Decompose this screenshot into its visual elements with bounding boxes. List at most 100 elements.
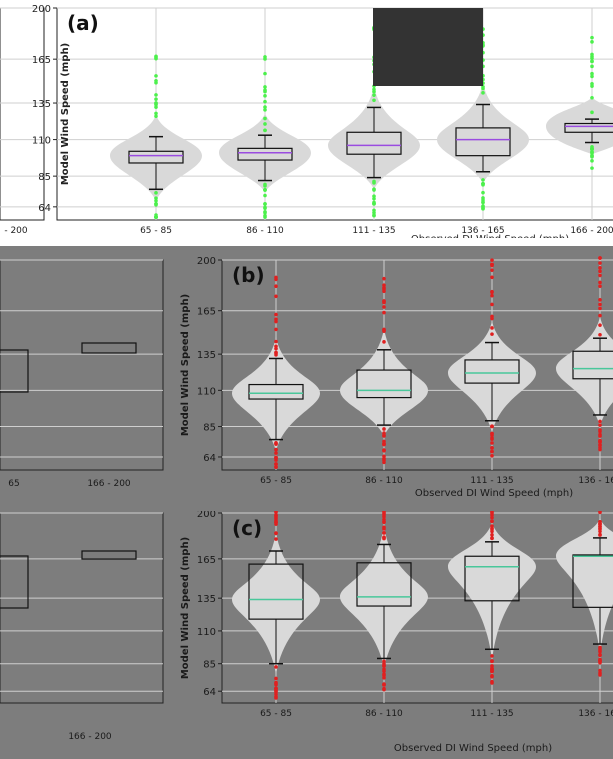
- panel-a: 64 85 110 135 165 200 Model Wind Speed (mph) Ob…: [0, 0, 613, 238]
- xtick-label-1: 65 - 85: [260, 709, 292, 719]
- outlier-point: [154, 215, 158, 219]
- outlier-point: [274, 516, 278, 521]
- ytick-label: 85: [203, 660, 216, 671]
- outlier-point: [263, 71, 267, 76]
- outlier-point: [274, 462, 278, 466]
- y-axis-label: Model Wind Speed (mph): [180, 537, 191, 679]
- ytick-label: 200: [32, 4, 51, 15]
- outlier-point: [382, 514, 386, 519]
- left-box: [0, 349, 29, 393]
- outlier-point: [590, 40, 594, 44]
- outlier-point: [372, 202, 376, 206]
- outlier-point: [490, 659, 494, 663]
- outlier-point: [382, 427, 386, 431]
- ytick-label: 110: [197, 627, 216, 638]
- outlier-point: [598, 524, 602, 529]
- outlier-point: [490, 431, 494, 436]
- xtick-label-4: 136 - 165: [578, 709, 613, 719]
- outlier-point: [490, 268, 494, 272]
- outlier-point: [274, 327, 278, 332]
- xtick-label-2: 86 - 110: [246, 226, 284, 236]
- box-1: [128, 150, 184, 164]
- outlier-point: [274, 284, 278, 288]
- outlier-point: [590, 71, 594, 76]
- outlier-point: [263, 108, 267, 112]
- outlier-point: [274, 312, 278, 317]
- box-1: [248, 563, 304, 620]
- outlier-point: [382, 448, 386, 453]
- outlier-point: [274, 317, 278, 321]
- outlier-point: [598, 447, 602, 452]
- y-axis-label: Model Wind Speed (mph): [180, 294, 191, 436]
- outlier-point: [274, 344, 278, 349]
- outlier-point: [598, 648, 602, 653]
- left-xtick-label: - 200: [4, 226, 28, 236]
- outlier-point: [490, 446, 494, 450]
- outlier-point: [590, 95, 594, 100]
- outlier-point: [274, 511, 278, 515]
- outlier-point: [598, 273, 602, 278]
- outlier-point: [263, 184, 267, 188]
- outlier-point: [372, 194, 376, 198]
- violin-3: [448, 320, 536, 433]
- outlier-point: [481, 200, 485, 204]
- outlier-point: [274, 451, 278, 455]
- outlier-point: [154, 202, 158, 206]
- outlier-point: [490, 326, 494, 330]
- outlier-point: [590, 166, 594, 170]
- outlier-point: [382, 441, 386, 446]
- outlier-point: [382, 525, 386, 530]
- outlier-point: [590, 35, 594, 40]
- ytick-label: 165: [197, 307, 216, 318]
- outlier-point: [598, 434, 602, 438]
- outlier-point: [274, 351, 278, 355]
- outlier-point: [598, 673, 602, 677]
- outlier-point: [481, 190, 485, 195]
- outlier-point: [154, 93, 158, 97]
- outlier-point: [490, 654, 494, 658]
- outlier-point: [382, 519, 386, 524]
- ytick-label: 64: [38, 203, 51, 214]
- outlier-point: [481, 206, 485, 211]
- outlier-point: [490, 302, 494, 307]
- outlier-point: [263, 122, 267, 126]
- outlier-point: [263, 116, 267, 121]
- xtick-label-3: 111 - 135: [470, 476, 513, 486]
- outlier-point: [590, 52, 594, 57]
- chart-c: 64 85 110 135 165 200 Model Wind Speed (mph) Ob…: [0, 511, 613, 754]
- xtick-label-2: 86 - 110: [365, 476, 403, 486]
- outlier-point: [598, 429, 602, 434]
- outlier-point: [598, 532, 602, 537]
- box-4: [572, 350, 613, 380]
- outlier-point: [382, 276, 386, 281]
- outlier-point: [382, 535, 386, 540]
- outlier-point: [481, 91, 485, 95]
- outlier-point: [263, 215, 267, 219]
- outlier-point: [490, 424, 494, 429]
- box-3: [464, 359, 520, 384]
- outlier-point: [598, 659, 602, 664]
- ytick-label: 85: [203, 423, 216, 434]
- ytick-label: 64: [203, 453, 216, 464]
- outlier-point: [490, 664, 494, 668]
- outlier-point: [590, 147, 594, 152]
- outlier-point: [598, 511, 602, 515]
- outlier-point: [382, 673, 386, 678]
- outlier-point: [490, 527, 494, 532]
- outlier-point: [598, 333, 602, 337]
- left-box: [0, 555, 29, 609]
- y-axis-label: Model Wind Speed (mph): [60, 43, 71, 185]
- panel-label: (a): [67, 11, 99, 35]
- panel-label: (c): [232, 516, 262, 540]
- outlier-point: [382, 458, 386, 462]
- outlier-point: [382, 511, 386, 514]
- box-3: [346, 131, 402, 155]
- ytick-label: 110: [32, 136, 51, 147]
- plot-area: [56, 7, 613, 221]
- box-1: [248, 383, 304, 400]
- panel-label: (b): [232, 263, 265, 287]
- outlier-point: [154, 105, 158, 109]
- violin-2: [340, 328, 428, 437]
- outlier-point: [372, 188, 376, 192]
- outlier-point: [598, 645, 602, 650]
